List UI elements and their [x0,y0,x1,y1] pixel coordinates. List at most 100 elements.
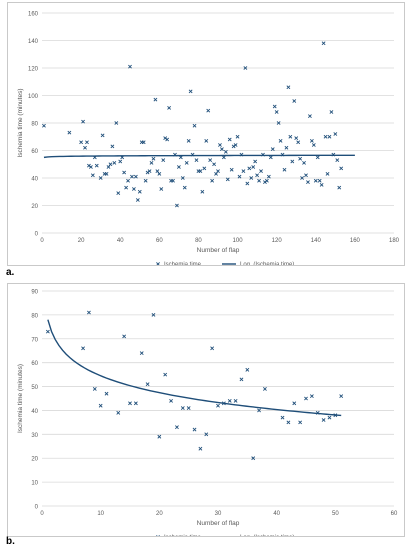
scatter-point [79,140,84,145]
scatter-point [304,396,308,401]
scatter-point [151,312,156,317]
scatter-point [274,110,279,114]
scatter-point [225,177,230,182]
scatter-point [120,155,125,160]
scatter-point [180,176,185,180]
y-tick-label: 160 [28,12,39,18]
scatter-point [284,145,289,150]
scatter-point [239,377,244,382]
scatter-point [339,394,344,399]
scatter-point [253,159,258,164]
scatter-point [268,155,273,160]
scatter-point [243,66,248,70]
scatter-point [241,169,246,174]
scatter-point [261,152,265,157]
scatter-point [298,420,303,425]
scatter-point [167,105,172,110]
scatter-point [282,167,287,172]
ischemia-scatter-chart-b: 0 10 20 30 40 50 60 70 80 90 0 10 20 30 40 50 60 Number o… [17,290,398,542]
x-tick-label: 30 [215,511,222,517]
scatter-point [114,121,119,125]
scatter-point [90,173,95,178]
y-tick-label: 120 [28,67,39,73]
scatter-point [251,456,256,461]
scatter-point [94,163,99,168]
scatter-point [194,158,199,163]
scatter-point [184,160,189,165]
scatter-point [270,147,275,152]
chart-panel-a: 0 20 40 60 80 100 120 140 160 0 20 40 60 80 100 120 140 1… [7,2,405,269]
scatter-point [245,367,250,372]
x-tick-label: 120 [272,238,283,244]
x-tick-label: 160 [350,238,361,244]
scatter-point [178,155,183,160]
scatter-point [333,413,338,418]
scatter-point [321,41,326,46]
scatter-point [216,403,220,408]
scatter-point [81,119,85,124]
scatter-point [288,134,293,139]
x-axis-title: Number of flap [197,247,240,254]
y-tick-label: 0 [35,505,39,511]
scatter-point [85,140,89,145]
scatter-point [108,162,113,167]
scatter-point [210,346,215,351]
scatter-point [161,158,166,163]
scatter-point [259,169,263,174]
scatter-point [122,334,127,339]
log-trend-line [47,319,342,417]
scatter-point [221,155,226,160]
x-tick-label: 50 [332,511,339,517]
ischemia-scatter-chart-a: 0 20 40 60 80 100 120 140 160 0 20 40 60 80 100 120 140 1… [17,12,400,269]
scatter-point [249,176,254,180]
scatter-point [237,174,242,179]
scatter-point [331,152,336,157]
scatter-point [300,176,305,180]
scatter-point [118,159,123,164]
scatter-point [239,152,244,157]
scatter-point [302,160,306,165]
scatter-point [218,143,222,147]
scatter-point [106,165,111,169]
x-tick-label: 0 [40,238,44,244]
scatter-point [214,171,218,176]
scatter-point [188,89,193,94]
scatter-point [333,132,338,136]
scatter-point [204,432,209,437]
scatter-point [251,165,256,169]
scatter-point [263,387,267,391]
scatter-point [223,149,228,154]
x-tick-label: 20 [78,238,85,244]
legend-marker-scatter [156,535,160,539]
y-tick-label: 60 [31,361,38,367]
scatter-point [190,152,195,157]
scatter-point [311,143,316,147]
scatter-point [137,189,142,194]
scatter-point [155,169,160,174]
y-tick-label: 140 [28,39,39,45]
y-tick-label: 60 [31,149,38,155]
scatter-point [337,185,342,190]
scatter-point [163,372,168,377]
scatter-point [157,434,162,439]
scatter-point [327,134,332,139]
scatter-point [116,191,121,196]
scatter-point [292,99,297,103]
scatter-point [175,203,179,208]
scatter-point [169,398,173,403]
scatter-point [323,134,328,139]
y-tick-label: 90 [31,290,38,296]
legend-marker-scatter [156,262,160,266]
y-tick-label: 20 [31,457,38,463]
scatter-point [192,123,197,128]
scatter-point [130,174,134,179]
scatter-point [133,401,138,406]
scatter-point [233,143,238,147]
scatter-point [266,174,271,179]
scatter-point [186,406,191,410]
scatter-point [159,187,164,191]
y-tick-label: 20 [31,204,38,210]
scatter-point [210,178,215,183]
x-tick-label: 140 [311,238,322,244]
x-tick-label: 80 [195,238,202,244]
